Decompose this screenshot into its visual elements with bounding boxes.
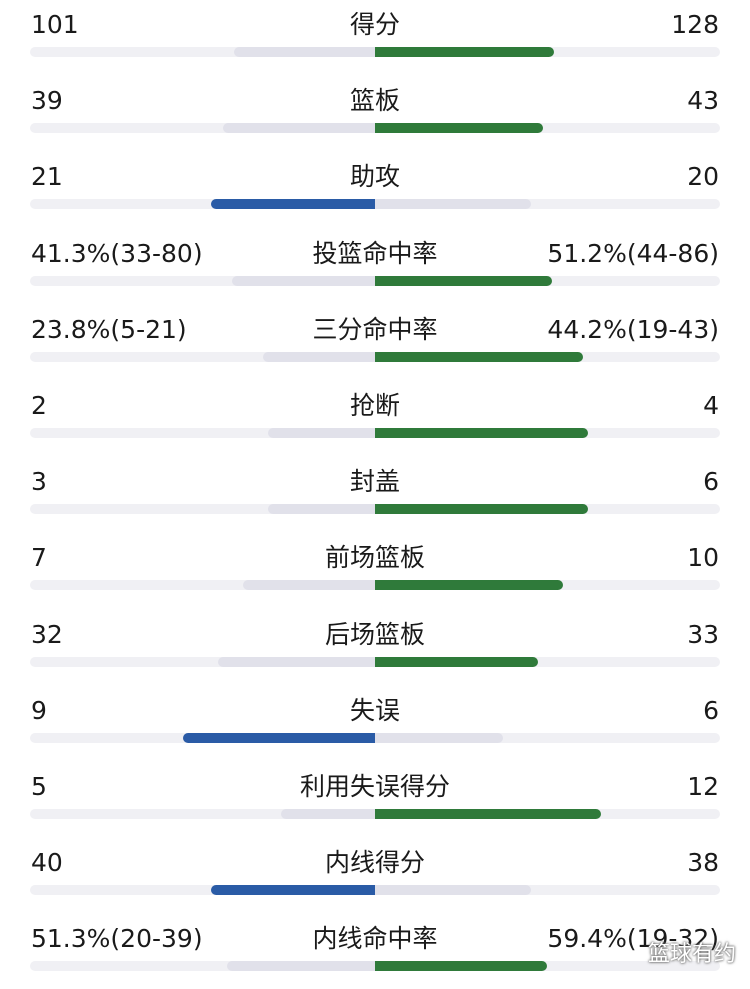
stat-bar-home: [375, 732, 503, 743]
stat-bar-away: [281, 809, 375, 819]
stat-value-home: 128: [671, 10, 719, 39]
stat-label: 失误: [349, 695, 400, 725]
stat-row: 101 得分 128: [0, 0, 750, 75]
stat-row: 3 封盖 6: [0, 456, 750, 532]
stat-value-away: 101: [31, 10, 79, 39]
stat-row: 39 篮板 43: [0, 75, 750, 151]
stat-bar-away: [268, 428, 375, 438]
stat-value-home: 20: [687, 162, 719, 192]
stat-bar-home: [375, 428, 588, 438]
stat-value-home: 51.2%(44-86): [547, 238, 719, 268]
stat-bar-away: [232, 275, 375, 286]
stat-value-away: 2: [31, 391, 47, 420]
stat-value-home: 12: [687, 772, 719, 801]
stat-bar-home: [375, 47, 554, 57]
stat-value-home: 6: [703, 695, 719, 725]
stat-row: 41.3%(33-80) 投篮命中率 51.2%(44-86): [0, 228, 750, 304]
stat-value-home: 59.4%(19-32): [547, 924, 719, 954]
stat-bar-away: [211, 885, 375, 896]
stat-value-away: 21: [31, 162, 63, 192]
stat-value-home: 10: [687, 543, 719, 573]
stat-value-away: 51.3%(20-39): [31, 924, 203, 954]
stat-bar-home: [375, 199, 531, 210]
stat-label: 利用失误得分: [299, 772, 450, 801]
stat-value-away: 9: [31, 695, 47, 725]
stat-row: 7 前场篮板 10: [0, 532, 750, 608]
stat-label: 篮板: [349, 86, 400, 116]
stat-bar-home: [375, 885, 531, 896]
stat-label: 抢断: [349, 391, 400, 420]
stat-row: 32 后场篮板 33: [0, 609, 750, 685]
stat-value-home: 4: [703, 391, 719, 420]
stat-bar-away: [268, 504, 375, 515]
stat-value-home: 43: [687, 86, 719, 116]
stat-bar-away: [223, 123, 375, 134]
stat-value-away: 23.8%(5-21): [31, 314, 187, 344]
stat-bar-away: [263, 351, 375, 362]
stat-value-home: 33: [687, 619, 719, 649]
stat-label: 得分: [349, 10, 400, 39]
stat-row: 51.3%(20-39) 内线命中率 59.4%(19-32): [0, 913, 750, 989]
stat-value-home: 38: [687, 848, 719, 878]
stat-label: 前场篮板: [324, 543, 425, 573]
stat-value-away: 5: [31, 772, 47, 801]
stat-bar-away: [227, 961, 375, 972]
stat-label: 助攻: [349, 162, 400, 192]
stat-row: 2 抢断 4: [0, 380, 750, 456]
stat-bar-home: [375, 123, 543, 134]
watermark-text: 篮球有约: [647, 942, 736, 967]
stat-row: 40 内线得分 38: [0, 837, 750, 913]
stat-bar-away: [211, 199, 375, 210]
stat-row: 5 利用失误得分 12: [0, 761, 750, 837]
stat-bar-home: [375, 809, 601, 819]
stat-bar-away: [218, 656, 375, 667]
stat-value-home: 6: [703, 467, 719, 497]
stat-bar-home: [375, 504, 588, 515]
stat-label: 封盖: [349, 467, 400, 497]
stat-bar-away: [234, 47, 375, 57]
stat-value-away: 39: [31, 86, 63, 116]
stat-bar-home: [375, 961, 547, 972]
stat-bar-home: [375, 656, 538, 667]
stat-row: 21 助攻 20: [0, 151, 750, 227]
stat-value-away: 40: [31, 848, 63, 878]
stat-bar-home: [375, 580, 563, 591]
stat-value-away: 41.3%(33-80): [31, 238, 203, 268]
stat-value-home: 44.2%(19-43): [547, 314, 719, 344]
stat-row: 9 失误 6: [0, 685, 750, 761]
stat-bar-away: [243, 580, 375, 591]
stat-value-away: 3: [31, 467, 47, 497]
stat-bar-home: [375, 275, 552, 286]
stat-value-away: 7: [31, 543, 47, 573]
stat-label: 内线得分: [324, 848, 425, 878]
stat-bar-away: [183, 732, 375, 743]
stat-value-away: 32: [31, 619, 63, 649]
stat-bar-home: [375, 351, 583, 362]
stat-label: 后场篮板: [324, 619, 425, 649]
stat-row: 23.8%(5-21) 三分命中率 44.2%(19-43): [0, 304, 750, 380]
